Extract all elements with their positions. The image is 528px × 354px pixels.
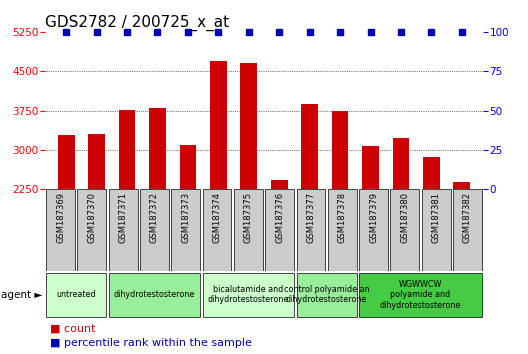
- Bar: [203, 273, 294, 317]
- Bar: [359, 189, 388, 271]
- Bar: [109, 189, 137, 271]
- Text: untreated: untreated: [56, 290, 96, 299]
- Bar: [58, 135, 74, 189]
- Text: ■ count: ■ count: [50, 324, 96, 333]
- Bar: [301, 104, 318, 189]
- Text: GSM187381: GSM187381: [432, 192, 441, 243]
- Bar: [297, 189, 325, 271]
- Bar: [88, 134, 105, 189]
- Bar: [240, 63, 257, 189]
- Bar: [454, 182, 470, 189]
- Text: GDS2782 / 200725_x_at: GDS2782 / 200725_x_at: [45, 14, 229, 30]
- Bar: [210, 61, 227, 189]
- Text: GSM187370: GSM187370: [87, 192, 96, 243]
- Bar: [422, 189, 450, 271]
- Bar: [109, 273, 200, 317]
- Text: GSM187376: GSM187376: [275, 192, 284, 243]
- Bar: [391, 189, 419, 271]
- Text: GSM187372: GSM187372: [150, 192, 159, 243]
- Bar: [393, 138, 409, 189]
- Bar: [46, 189, 75, 271]
- Bar: [180, 145, 196, 189]
- Text: agent ►: agent ►: [1, 290, 42, 300]
- Bar: [78, 189, 106, 271]
- Text: bicalutamide and
dihydrotestosterone: bicalutamide and dihydrotestosterone: [208, 285, 289, 304]
- Text: GSM187373: GSM187373: [181, 192, 190, 243]
- Bar: [203, 189, 231, 271]
- Bar: [149, 108, 166, 189]
- Text: dihydrotestosterone: dihydrotestosterone: [114, 290, 195, 299]
- Text: control polyamide an
dihydrotestosterone: control polyamide an dihydrotestosterone: [284, 285, 370, 304]
- Text: WGWWCW
polyamide and
dihydrotestosterone: WGWWCW polyamide and dihydrotestosterone: [380, 280, 461, 310]
- Bar: [332, 110, 348, 189]
- Text: GSM187369: GSM187369: [56, 192, 65, 243]
- Bar: [271, 181, 288, 189]
- Bar: [172, 189, 200, 271]
- Bar: [119, 110, 135, 189]
- Text: GSM187374: GSM187374: [213, 192, 222, 243]
- Text: GSM187382: GSM187382: [463, 192, 472, 243]
- Text: ■ percentile rank within the sample: ■ percentile rank within the sample: [50, 338, 252, 348]
- Bar: [234, 189, 263, 271]
- Text: GSM187375: GSM187375: [244, 192, 253, 243]
- Bar: [362, 146, 379, 189]
- Text: GSM187378: GSM187378: [338, 192, 347, 243]
- Bar: [140, 189, 169, 271]
- Text: GSM187379: GSM187379: [369, 192, 378, 243]
- Bar: [328, 189, 356, 271]
- Bar: [265, 189, 294, 271]
- Text: GSM187371: GSM187371: [119, 192, 128, 243]
- Text: GSM187377: GSM187377: [306, 192, 315, 243]
- Bar: [423, 157, 440, 189]
- Bar: [46, 273, 106, 317]
- Text: GSM187380: GSM187380: [400, 192, 409, 243]
- Bar: [453, 189, 482, 271]
- Bar: [359, 273, 482, 317]
- Bar: [297, 273, 356, 317]
